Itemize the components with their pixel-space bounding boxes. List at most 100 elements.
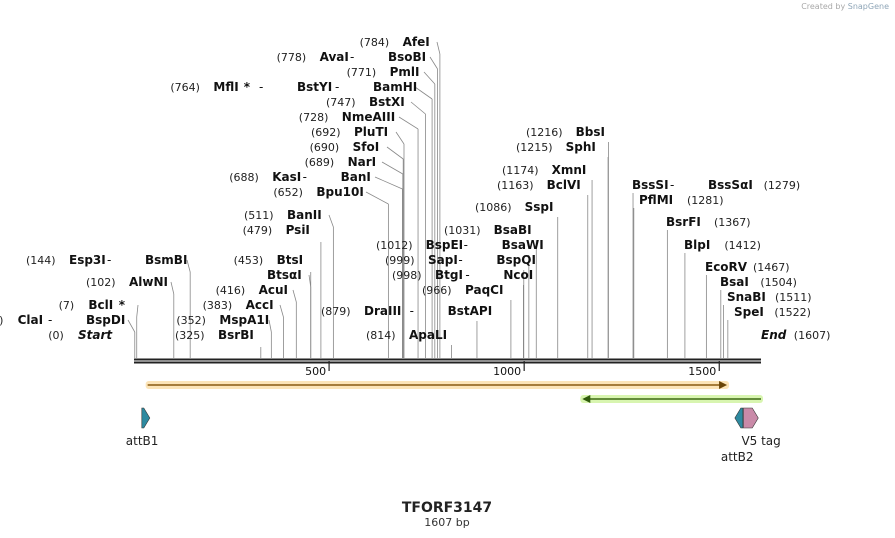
site-label-bsssi-bsss-i[interactable]: BssSI - BssSαI (1279) [632, 178, 800, 192]
enzyme-name: NmeAIII [342, 110, 395, 124]
site-label-sphi[interactable]: (1215) SphI [516, 140, 596, 154]
leader-elbow-banii [328, 214, 334, 228]
enzyme-name: BlpI [684, 238, 710, 252]
site-position: (728) [299, 111, 329, 124]
site-position: (0) [48, 329, 64, 342]
site-label-bts-i[interactable]: BtsαI [267, 268, 302, 282]
tick-label-500: 500 [305, 365, 326, 378]
site-position: (2) [0, 314, 3, 327]
separator: - [335, 80, 339, 94]
site-label-mspa1i[interactable]: (352) MspA1I [176, 313, 269, 327]
enzyme-name: BamHI [373, 80, 417, 94]
enzyme-name: EcoRV [705, 260, 748, 274]
site-position: (511) [244, 209, 274, 222]
star-mark: * [119, 298, 126, 312]
site-position: (1279) [764, 179, 801, 192]
map-length: 1607 bp [424, 516, 469, 529]
enzyme-name: BssSI [632, 178, 669, 192]
site-label-xmni[interactable]: (1174) XmnI [502, 163, 586, 177]
site-label-apali[interactable]: (814) ApaLI [366, 328, 447, 342]
enzyme-name: BtsαI [267, 268, 302, 282]
leader-elbow-pmli [423, 71, 436, 85]
site-label-draiii-bstapi[interactable]: (879) DraIII - BstAPI [321, 304, 492, 318]
site-label-bpu10i[interactable]: (652) Bpu10I [273, 185, 363, 199]
enzyme-name: BclI [88, 298, 113, 312]
site-label-ecorv[interactable]: EcoRV (1467) [705, 260, 790, 274]
enzyme-name: SnaBI [727, 290, 766, 304]
enzyme-name: PsiI [286, 223, 310, 237]
enzyme-name: SphI [566, 140, 596, 154]
feature-attb2[interactable]: attB2 [721, 407, 754, 464]
site-label-bcli[interactable]: (7) BclI * [59, 298, 126, 312]
site-label-pflmi[interactable]: PflMI (1281) [639, 193, 724, 207]
map-title: TFORF3147 [402, 500, 492, 516]
site-label-nmeaiii[interactable]: (728) NmeAIII [299, 110, 395, 124]
v5-tag-label: V5 tag [741, 434, 780, 448]
site-position: (879) [321, 305, 351, 318]
site-position: (144) [26, 254, 56, 267]
site-label-btgi-ncoi[interactable]: (998) BtgI - NcoI [392, 268, 533, 282]
leader-elbow-esp3i [186, 259, 191, 273]
snapgene-watermark: Created by SnapGene [801, 2, 889, 11]
enzyme-name: AccI [246, 298, 274, 312]
site-label-esp3i-bsmbi[interactable]: (144) Esp3I - BsmBI [26, 253, 187, 267]
site-label-mfli-bstyi-bamhi[interactable]: (764) MflI * - BstYI - BamHI [170, 80, 417, 94]
site-label-nari[interactable]: (689) NarI [305, 155, 377, 169]
site-label-end[interactable]: End (1607) [761, 328, 830, 342]
site-position: (479) [243, 224, 273, 237]
enzyme-name: KasI [272, 170, 301, 184]
site-label-psii[interactable]: (479) PsiI [243, 223, 310, 237]
site-label-pluti[interactable]: (692) PluTI [311, 125, 388, 139]
site-label-acui[interactable]: (416) AcuI [216, 283, 288, 297]
attb1-label: attB1 [126, 434, 159, 448]
site-label-banii[interactable]: (511) BanII [244, 208, 322, 222]
feature-attb1[interactable]: attB1 [126, 407, 159, 448]
leader-elbow-acui [292, 289, 297, 303]
separator: - [458, 253, 462, 267]
leader-elbow-nari [381, 161, 404, 175]
site-label-start[interactable]: (0) Start [48, 328, 113, 342]
enzyme-name: BsaWI [502, 238, 544, 252]
site-label-btsi[interactable]: (453) BtsI [234, 253, 304, 267]
site-label-snabi[interactable]: SnaBI (1511) [727, 290, 812, 304]
site-label-bbsi[interactable]: (1216) BbsI [526, 125, 605, 139]
site-position: (1216) [526, 126, 563, 139]
site-label-spei[interactable]: SpeI (1522) [734, 305, 811, 319]
site-label-sfoi[interactable]: (690) SfoI [310, 140, 380, 154]
site-label-sspi[interactable]: (1086) SspI [475, 200, 553, 214]
site-label-bspei-bsawi[interactable]: (1012) BspEI - BsaWI [376, 238, 544, 252]
site-label-pmli[interactable]: (771) PmlI [347, 65, 420, 79]
enzyme-name: DraIII [364, 304, 401, 318]
leader-elbow-bpu10i [365, 191, 389, 205]
site-label-bsai[interactable]: BsaI (1504) [720, 275, 797, 289]
site-label-paqci[interactable]: (966) PaqCI [422, 283, 503, 297]
site-label-kasi-bani[interactable]: (688) KasI - BanI [229, 170, 371, 184]
enzyme-name: BclVI [547, 178, 581, 192]
feature-orf[interactable] [145, 381, 730, 389]
site-label-alwni[interactable]: (102) AlwNI [86, 275, 168, 289]
enzyme-name: SfoI [353, 140, 380, 154]
enzyme-name: BbsI [576, 125, 605, 139]
leader-elbow-pluti [395, 131, 405, 145]
site-label-bsrbi[interactable]: (325) BsrBI [175, 328, 254, 342]
site-label-bsabi[interactable]: (1031) BsaBI [444, 223, 532, 237]
site-label-blpi[interactable]: BlpI (1412) [684, 238, 761, 252]
feature-v5-tag[interactable]: V5 tag [741, 407, 781, 448]
site-label-bstxi[interactable]: (747) BstXI [326, 95, 405, 109]
site-label-sapi-bspqi[interactable]: (999) SapI - BspQI [385, 253, 536, 267]
site-label-bsrfi[interactable]: BsrFI (1367) [666, 215, 751, 229]
site-position: (690) [310, 141, 340, 154]
site-label-clai-bspdi[interactable]: (2) ClaI - BspDI [0, 313, 125, 327]
feature-green-feature[interactable] [580, 395, 763, 403]
enzyme-name: End [761, 328, 787, 342]
site-label-acci[interactable]: (383) AccI [203, 298, 274, 312]
site-position: (771) [347, 66, 377, 79]
site-position: (7) [59, 299, 75, 312]
enzyme-name: BanI [341, 170, 371, 184]
site-position: (416) [216, 284, 246, 297]
leader-elbow-alwni [170, 281, 175, 295]
site-label-afei[interactable]: (784) AfeI [360, 35, 430, 49]
site-label-avai-bsobi[interactable]: (778) AvaI - BsoBI [277, 50, 427, 64]
site-label-bclvi[interactable]: (1163) BclVI [497, 178, 581, 192]
